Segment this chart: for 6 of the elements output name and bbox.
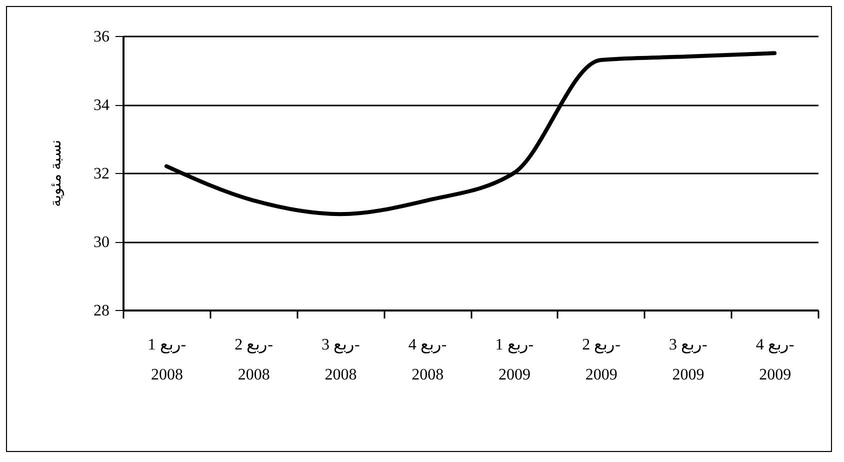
y-tick-label: 28	[94, 302, 110, 320]
y-tick-label: 36	[94, 28, 110, 46]
y-tick-label: 34	[94, 97, 110, 114]
y-tick-label: 32	[94, 166, 110, 182]
y-tick-label: 30	[94, 234, 110, 251]
y-axis-title: نسبة مئوية	[48, 140, 64, 207]
